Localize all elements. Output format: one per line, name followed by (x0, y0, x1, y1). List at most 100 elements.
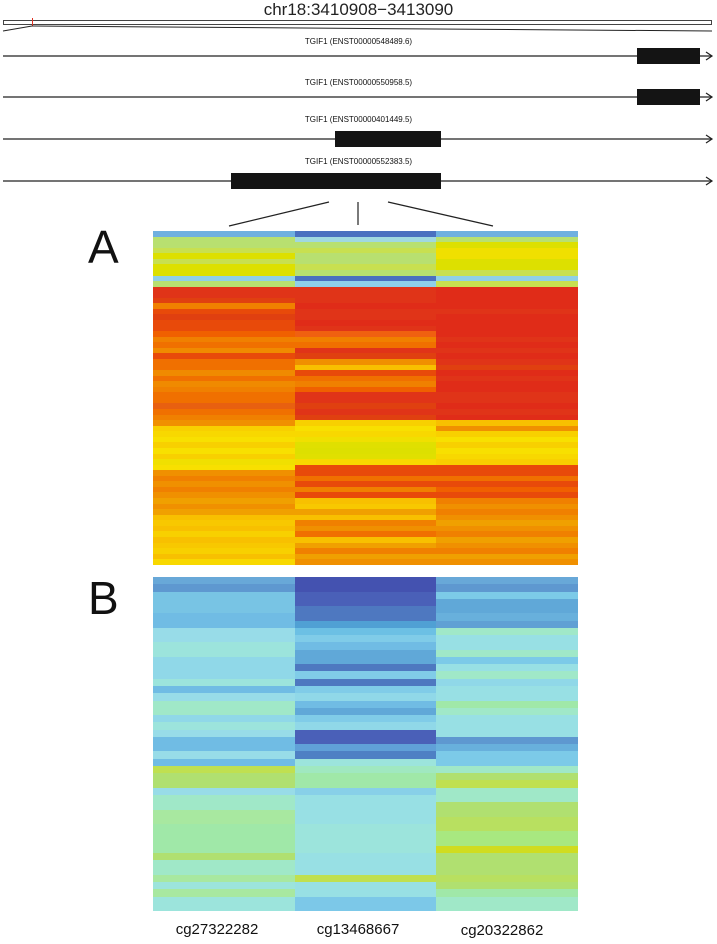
heatmap-cell (294, 358, 437, 365)
heatmap-cell (294, 715, 437, 723)
heatmap-cell (294, 845, 437, 854)
heatmap-cell (436, 297, 579, 304)
heatmap-cell (294, 525, 437, 532)
heatmap-cell (436, 397, 579, 404)
heatmap-cell (153, 715, 295, 723)
heatmap-cell (153, 809, 295, 817)
heatmap-cell (436, 559, 579, 565)
heatmap-cell (294, 447, 437, 454)
heatmap-cell (436, 627, 579, 636)
heatmap-cell (436, 331, 579, 337)
heatmap-cell (436, 386, 579, 393)
heatmap-cell (294, 386, 437, 393)
heatmap-cell (153, 231, 295, 237)
heatmap-cell (294, 275, 437, 282)
heatmap-cell (436, 347, 579, 354)
heatmap-cell (294, 548, 437, 554)
heatmap-cell (436, 577, 579, 585)
heatmap-cell (436, 542, 579, 549)
heatmap-cell (153, 336, 295, 343)
heatmap-cell (294, 264, 437, 270)
heatmap-cell (153, 331, 295, 337)
heatmap-cell (436, 381, 579, 387)
heatmap-cell (153, 447, 295, 454)
heatmap-cell (153, 744, 295, 752)
heatmap-cell (153, 758, 295, 766)
heatmap-cell (436, 802, 579, 810)
heatmap-cell (153, 671, 295, 679)
heatmap-cell (294, 381, 437, 387)
column-label-2: cg13468667 (316, 921, 400, 938)
heatmap-cell (294, 693, 437, 701)
heatmap-cell (436, 671, 579, 679)
heatmap-cell (436, 286, 579, 293)
heatmap-cell (436, 242, 579, 248)
heatmap-cell (153, 751, 295, 759)
heatmap-cell (436, 314, 579, 320)
heatmap-cell (153, 409, 295, 415)
heatmap-cell (436, 882, 579, 890)
heatmap-cell (294, 773, 437, 781)
heatmap-cell (294, 700, 437, 708)
heatmap-cell (294, 236, 437, 243)
heatmap-cell (436, 642, 579, 650)
heatmap-cell (153, 459, 295, 465)
heatmap-cell (436, 325, 579, 332)
heatmap-cell (436, 264, 579, 270)
heatmap-cell (153, 320, 295, 326)
heatmap-cell (153, 297, 295, 304)
heatmap-cell (153, 722, 295, 730)
heatmap-cell (294, 591, 437, 599)
heatmap-column (294, 577, 437, 912)
heatmap-cell (153, 253, 295, 259)
heatmap-cell (436, 492, 579, 498)
heatmap-cell (153, 492, 295, 498)
heatmap-cell (436, 853, 579, 861)
heatmap-cell (153, 889, 295, 897)
panel-label-a: A (88, 221, 119, 273)
heatmap-cell (294, 816, 437, 825)
connector-line-col1 (228, 201, 330, 227)
heatmap-cell (153, 442, 295, 448)
heatmap-cell (294, 889, 437, 897)
heatmap-cell (436, 787, 579, 795)
heatmap-cell (436, 320, 579, 326)
heatmap-cell (153, 553, 295, 560)
strand-arrow-icon (705, 92, 714, 102)
heatmap-cell (294, 286, 437, 293)
heatmap-cell (294, 453, 437, 460)
heatmap-cell (294, 247, 437, 254)
heatmap-cell (153, 903, 295, 912)
heatmap-cell (436, 414, 579, 421)
heatmap-column (153, 231, 295, 565)
heatmap-cell (294, 403, 437, 409)
heatmap-cell (153, 275, 295, 282)
heatmap-cell (294, 685, 437, 694)
heatmap-cell (436, 722, 579, 730)
heatmap-cell (153, 838, 295, 846)
heatmap-cell (436, 635, 579, 643)
heatmap-cell (294, 664, 437, 672)
heatmap-cell (153, 358, 295, 365)
heatmap-cell (294, 598, 437, 607)
heatmap-cell (153, 236, 295, 243)
heatmap-cell (436, 420, 579, 426)
heatmap-cell (153, 436, 295, 443)
heatmap-cell (153, 707, 295, 716)
exon-block (637, 48, 700, 64)
heatmap-cell (153, 481, 295, 487)
heatmap-cell (436, 736, 579, 745)
heatmap-cell (294, 794, 437, 803)
heatmap-cell (153, 635, 295, 643)
heatmap-cell (294, 780, 437, 788)
heatmap-cell (153, 486, 295, 493)
heatmap-cell (294, 498, 437, 504)
heatmap-cell (436, 780, 579, 788)
heatmap-cell (153, 584, 295, 592)
heatmap-cell (436, 308, 579, 315)
heatmap-cell (153, 598, 295, 607)
heatmap-cell (436, 353, 579, 359)
heatmap-cell (153, 780, 295, 788)
heatmap-cell (153, 286, 295, 293)
heatmap-cell (153, 509, 295, 515)
